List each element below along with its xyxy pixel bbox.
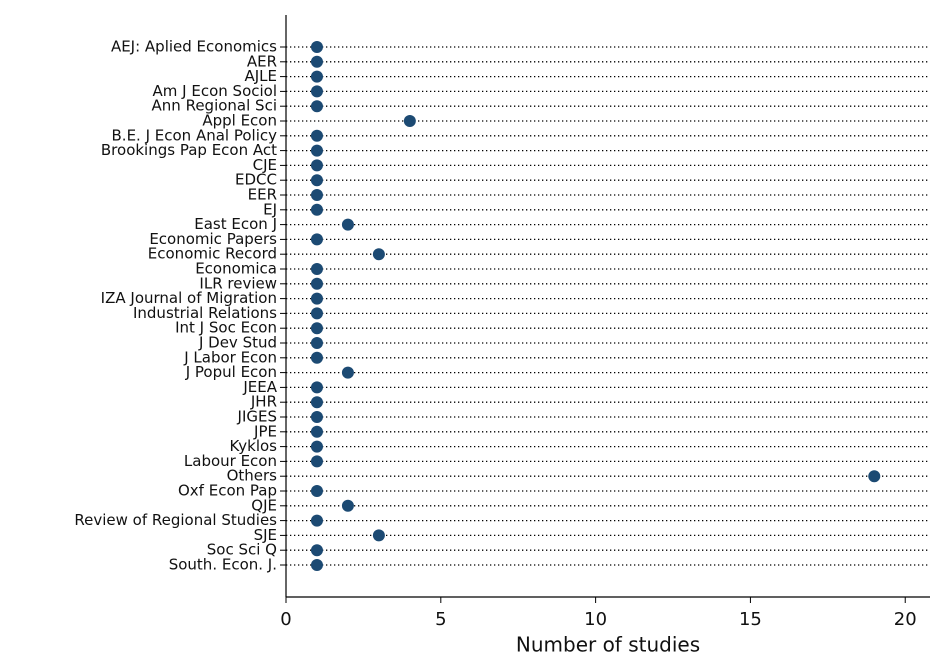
dot <box>310 85 323 98</box>
dot <box>310 55 323 68</box>
dot <box>310 277 323 290</box>
x-tick-label: 20 <box>894 609 917 630</box>
dot <box>310 411 323 423</box>
dot <box>341 499 354 512</box>
y-tick-label: QJE <box>251 496 277 514</box>
dot <box>310 100 323 113</box>
dot <box>310 159 323 172</box>
dot <box>310 129 323 142</box>
dot <box>310 485 323 497</box>
dot <box>310 396 323 409</box>
dot <box>310 233 323 246</box>
y-tick-label: JEEA <box>242 378 277 396</box>
y-tick-label: Review of Regional Studies <box>74 511 277 529</box>
dot <box>372 529 385 542</box>
y-tick-label: Economic Papers <box>149 230 277 248</box>
y-tick-label: Others <box>227 467 278 485</box>
y-tick-label: EDCC <box>235 171 277 189</box>
y-tick-label: South. Econ. J. <box>169 556 277 574</box>
dot <box>310 41 323 53</box>
dot <box>310 455 323 468</box>
dot <box>868 470 881 483</box>
dot <box>310 144 323 157</box>
dot <box>310 337 323 349</box>
x-tick-label: 10 <box>584 609 607 630</box>
y-tick-label: B.E. J Econ Anal Policy <box>112 126 278 144</box>
y-tick-label: Labour Econ <box>184 452 277 470</box>
y-tick-label: East Econ J <box>194 215 277 233</box>
dot <box>341 218 354 231</box>
dot <box>310 381 323 394</box>
y-tick-label: EER <box>248 186 277 204</box>
dot <box>310 189 323 201</box>
dot <box>310 307 323 320</box>
dot <box>310 322 323 335</box>
dot <box>310 559 323 571</box>
y-tick-label: Brookings Pap Econ Act <box>101 141 277 159</box>
dot <box>310 544 323 557</box>
y-tick-label: J Dev Stud <box>198 334 277 352</box>
y-tick-label: Economica <box>195 260 277 278</box>
y-tick-label: IZA Journal of Migration <box>101 289 277 307</box>
x-axis-label: Number of studies <box>516 633 700 657</box>
y-tick-label: Appl Econ <box>202 112 277 130</box>
dot <box>341 366 354 379</box>
dot <box>310 174 323 187</box>
y-tick-label: JHR <box>250 393 277 411</box>
y-tick-label: AEJ: Aplied Economics <box>111 38 277 56</box>
y-tick-label: Am J Econ Sociol <box>153 82 277 100</box>
y-tick-label: Soc Sci Q <box>207 541 277 559</box>
y-tick-label: AER <box>247 52 277 70</box>
dot <box>310 440 323 453</box>
y-tick-label: Kyklos <box>230 437 278 455</box>
dot <box>310 351 323 364</box>
y-tick-label: SJE <box>254 526 277 544</box>
y-tick-label: Int J Soc Econ <box>175 319 277 337</box>
y-tick-label: Economic Record <box>148 245 277 263</box>
x-tick-label: 5 <box>435 609 446 630</box>
dot <box>372 248 385 261</box>
dot <box>310 425 323 438</box>
dot <box>403 115 416 127</box>
dot <box>310 263 323 275</box>
y-tick-label: JIGES <box>237 408 277 426</box>
x-tick-label: 0 <box>280 609 291 630</box>
dot <box>310 203 323 216</box>
x-tick-label: 15 <box>739 609 762 630</box>
dot <box>310 70 323 83</box>
y-tick-label: J Popul Econ <box>185 363 277 381</box>
y-tick-label: AJLE <box>244 67 277 85</box>
y-tick-label: J Labor Econ <box>183 348 277 366</box>
y-tick-label: CJE <box>253 156 277 174</box>
y-tick-label: Industrial Relations <box>133 304 277 322</box>
y-tick-label: Ann Regional Sci <box>152 97 277 115</box>
y-tick-label: ILR review <box>199 274 277 292</box>
y-tick-label: EJ <box>263 200 277 218</box>
dot <box>310 292 323 305</box>
y-tick-label: Oxf Econ Pap <box>178 482 277 500</box>
dot <box>310 514 323 527</box>
y-tick-label: JPE <box>253 422 277 440</box>
